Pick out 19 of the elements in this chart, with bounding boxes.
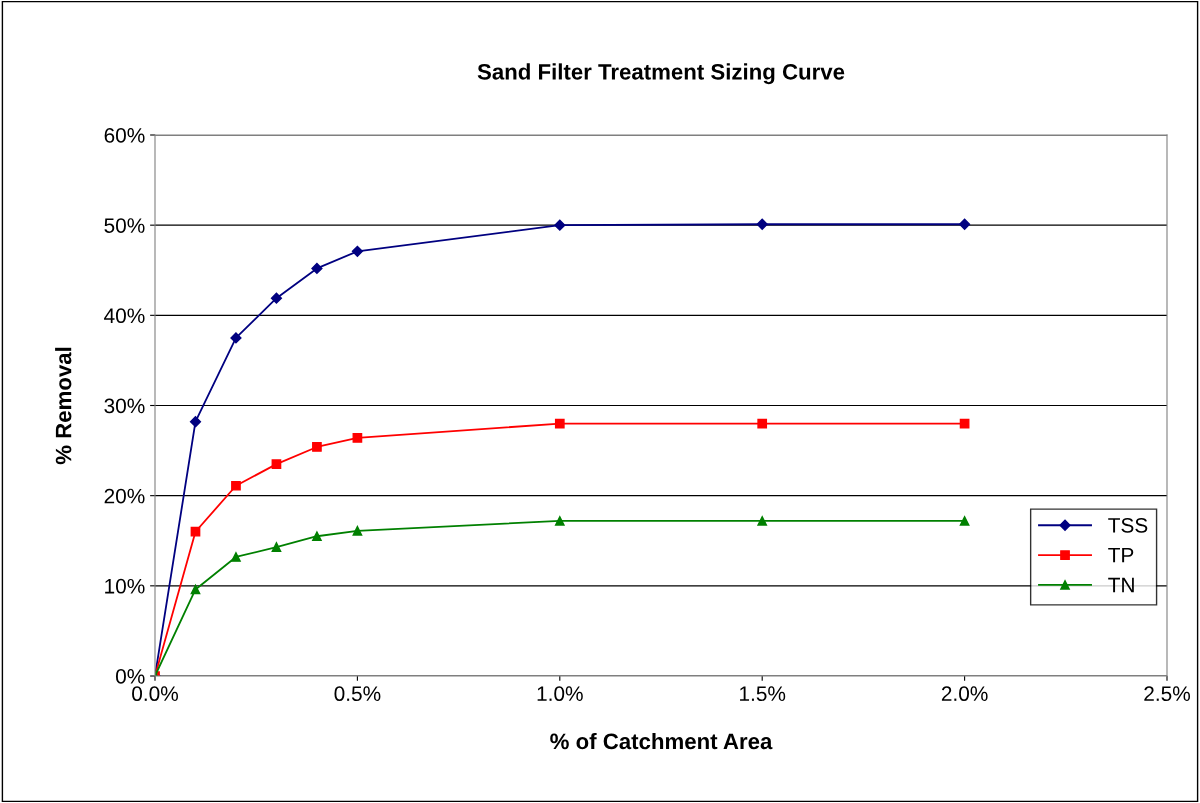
x-tick-label: 2.5%: [1144, 686, 1190, 702]
y-tick-label: 40%: [104, 308, 145, 324]
legend-label: TN: [1108, 577, 1134, 593]
y-tick-label: 60%: [104, 128, 145, 143]
legend-label: TSS: [1108, 517, 1148, 533]
y-tick-label: 0%: [115, 669, 145, 684]
y-tick-label: 50%: [104, 218, 145, 233]
x-tick-label: 1.5%: [740, 686, 786, 702]
legend-label: TP: [1108, 548, 1134, 563]
y-tick-label: 10%: [105, 578, 145, 594]
x-tick-label: 0.0%: [132, 686, 178, 702]
x-tick-label: 2.0%: [941, 686, 988, 702]
x-tick-label: 0.5%: [334, 686, 381, 702]
y-axis-title: % Removal: [55, 347, 72, 465]
y-tick-label: 20%: [104, 488, 145, 504]
x-axis-title: % of Catchment Area: [550, 732, 773, 750]
chart-title: Sand Filter Treatment Sizing Curve: [477, 63, 845, 85]
x-tick-label: 1.0%: [537, 686, 583, 702]
y-tick-label: 30%: [104, 398, 145, 414]
